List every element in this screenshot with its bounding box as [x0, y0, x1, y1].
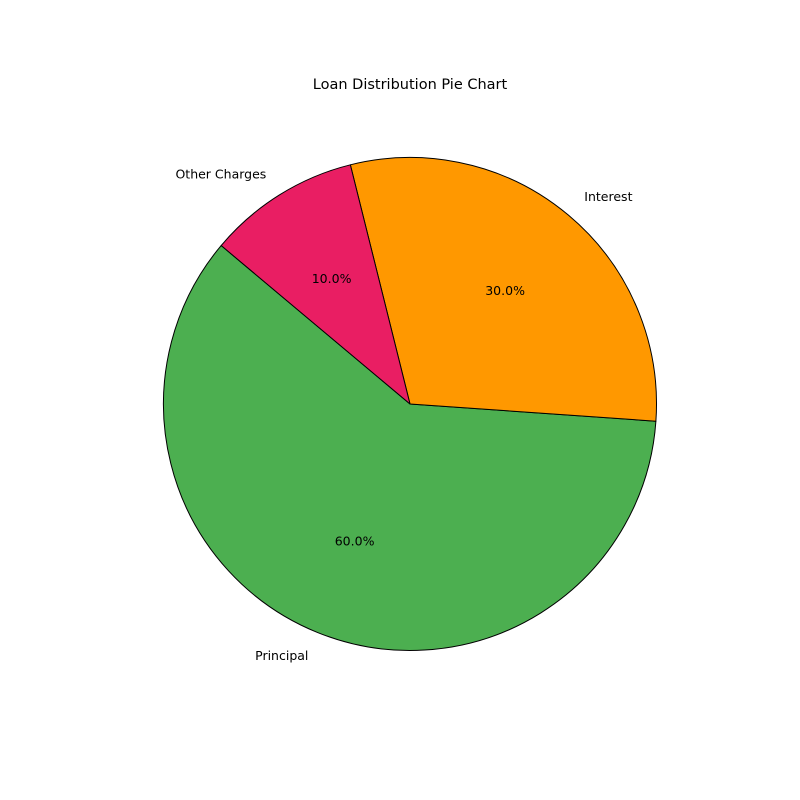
slice-label-interest: Interest	[584, 189, 632, 204]
slice-label-other-charges: Other Charges	[175, 167, 266, 182]
pct-label-interest: 30.0%	[485, 283, 525, 298]
slice-label-principal: Principal	[255, 648, 308, 663]
pie-slice-interest	[349, 157, 657, 422]
pie-slice-other-charges	[220, 164, 411, 405]
chart-title: Loan Distribution Pie Chart	[313, 77, 508, 93]
pct-label-other-charges: 10.0%	[312, 271, 352, 286]
pct-label-principal: 60.0%	[335, 534, 375, 549]
slices-group	[163, 157, 657, 651]
labels-group: Principal 60.0% Interest 30.0% Other Charges…	[175, 167, 632, 663]
pie-slice-principal	[163, 245, 657, 651]
